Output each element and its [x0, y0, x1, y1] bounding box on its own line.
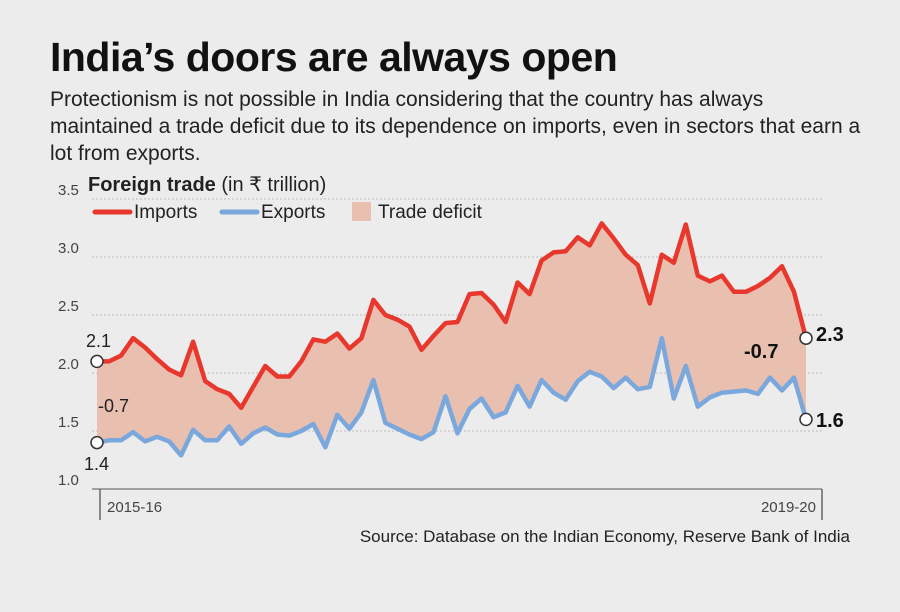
legend-deficit-label: Trade deficit	[378, 202, 483, 223]
exports-end-marker	[799, 412, 813, 427]
trade-deficit-area	[97, 223, 806, 456]
y-tick-label: 1.0	[58, 472, 79, 489]
x-tick-label: 2019-20	[761, 499, 816, 516]
endpoint-markers	[90, 331, 813, 450]
deficit-start-label: -0.7	[98, 396, 129, 416]
chart-title: India’s doors are always open	[50, 34, 618, 80]
y-tick-label: 2.0	[58, 356, 79, 373]
source-note: Source: Database on the Indian Economy, …	[359, 527, 850, 546]
y-tick-label: 3.0	[58, 240, 79, 257]
x-axis: 2015-16 2019-20	[92, 488, 823, 520]
chart-heading-unit: (in ₹ trillion)	[221, 174, 327, 196]
exports-line	[94, 335, 809, 458]
legend-imports-label: Imports	[134, 202, 197, 223]
y-tick-label: 2.5	[58, 298, 79, 315]
y-tick-label: 1.5	[58, 414, 79, 431]
exports-start-marker	[90, 435, 104, 450]
y-tick-label: 3.5	[58, 182, 79, 199]
chart-subtitle: Protectionism is not possible in India c…	[50, 88, 861, 165]
deficit-end-label: -0.7	[744, 341, 778, 363]
exports-end-label: 1.6	[816, 410, 844, 432]
legend: Imports Exports Trade deficit	[92, 202, 483, 223]
legend-exports-label: Exports	[261, 202, 325, 223]
legend-deficit-swatch	[352, 202, 371, 221]
y-tick-labels: 3.5 3.0 2.5 2.0 1.5 1.0	[58, 182, 79, 489]
imports-start-label: 2.1	[86, 331, 111, 351]
exports-start-label: 1.4	[84, 454, 109, 474]
chart-heading-bold: Foreign trade	[88, 174, 216, 196]
x-tick-label: 2015-16	[107, 499, 162, 516]
imports-end-marker	[799, 331, 813, 345]
imports-end-label: 2.3	[816, 324, 844, 346]
chart-heading: Foreign trade (in ₹ trillion)	[88, 172, 326, 197]
imports-line	[94, 221, 809, 411]
imports-start-marker	[90, 354, 104, 369]
